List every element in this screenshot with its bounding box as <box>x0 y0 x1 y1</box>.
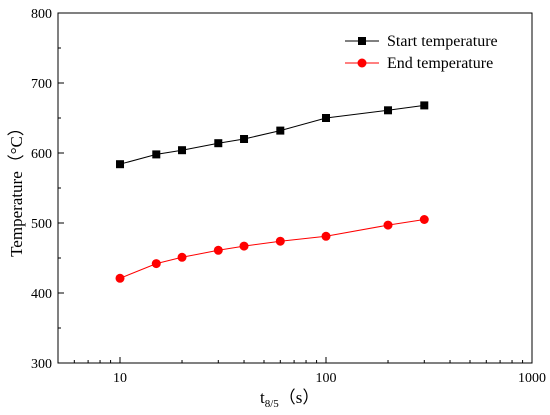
data-point <box>116 160 125 169</box>
legend-marker <box>357 58 367 68</box>
x-tick-label: 10 <box>113 371 127 386</box>
legend-marker <box>358 37 366 45</box>
y-tick-label: 600 <box>31 147 52 162</box>
data-point <box>177 252 187 262</box>
data-point <box>276 126 285 135</box>
legend-label: Start temperature <box>387 33 498 50</box>
y-axis-ticks: 300 400 500 600 700 800 <box>31 7 64 372</box>
data-point <box>151 259 161 269</box>
data-point <box>239 241 249 251</box>
data-point <box>275 236 285 246</box>
series-layer <box>115 101 429 283</box>
data-point <box>420 101 429 110</box>
data-point <box>321 231 331 241</box>
y-tick-label: 300 <box>31 357 52 372</box>
x-axis-label-main: t <box>260 388 265 407</box>
data-point <box>322 114 331 122</box>
x-tick-label: 1000 <box>518 371 546 386</box>
x-axis-label-unit: （s） <box>279 388 320 407</box>
x-axis-ticks: 10 100 1000 <box>57 357 546 386</box>
x-axis-label: t8/5（s） <box>260 388 319 410</box>
series-line-1 <box>119 104 425 165</box>
data-point <box>240 135 249 143</box>
legend: Start temperature End temperature <box>345 33 498 72</box>
y-tick-label: 700 <box>31 77 52 92</box>
y-tick-label: 800 <box>31 7 52 22</box>
data-point <box>115 273 125 283</box>
series-line-2 <box>119 219 425 279</box>
data-point <box>383 220 393 230</box>
data-point <box>178 146 187 155</box>
data-point <box>384 106 393 115</box>
data-point <box>214 139 223 148</box>
legend-label: End temperature <box>387 55 493 72</box>
y-tick-label: 400 <box>31 287 52 302</box>
data-point <box>419 215 429 224</box>
x-tick-label: 100 <box>316 371 337 386</box>
data-point <box>152 150 161 159</box>
data-point <box>213 245 223 255</box>
x-axis-label-subscript: 8/5 <box>265 398 280 410</box>
y-axis-label: Temperature（°C） <box>7 119 26 257</box>
y-tick-label: 500 <box>31 217 52 232</box>
